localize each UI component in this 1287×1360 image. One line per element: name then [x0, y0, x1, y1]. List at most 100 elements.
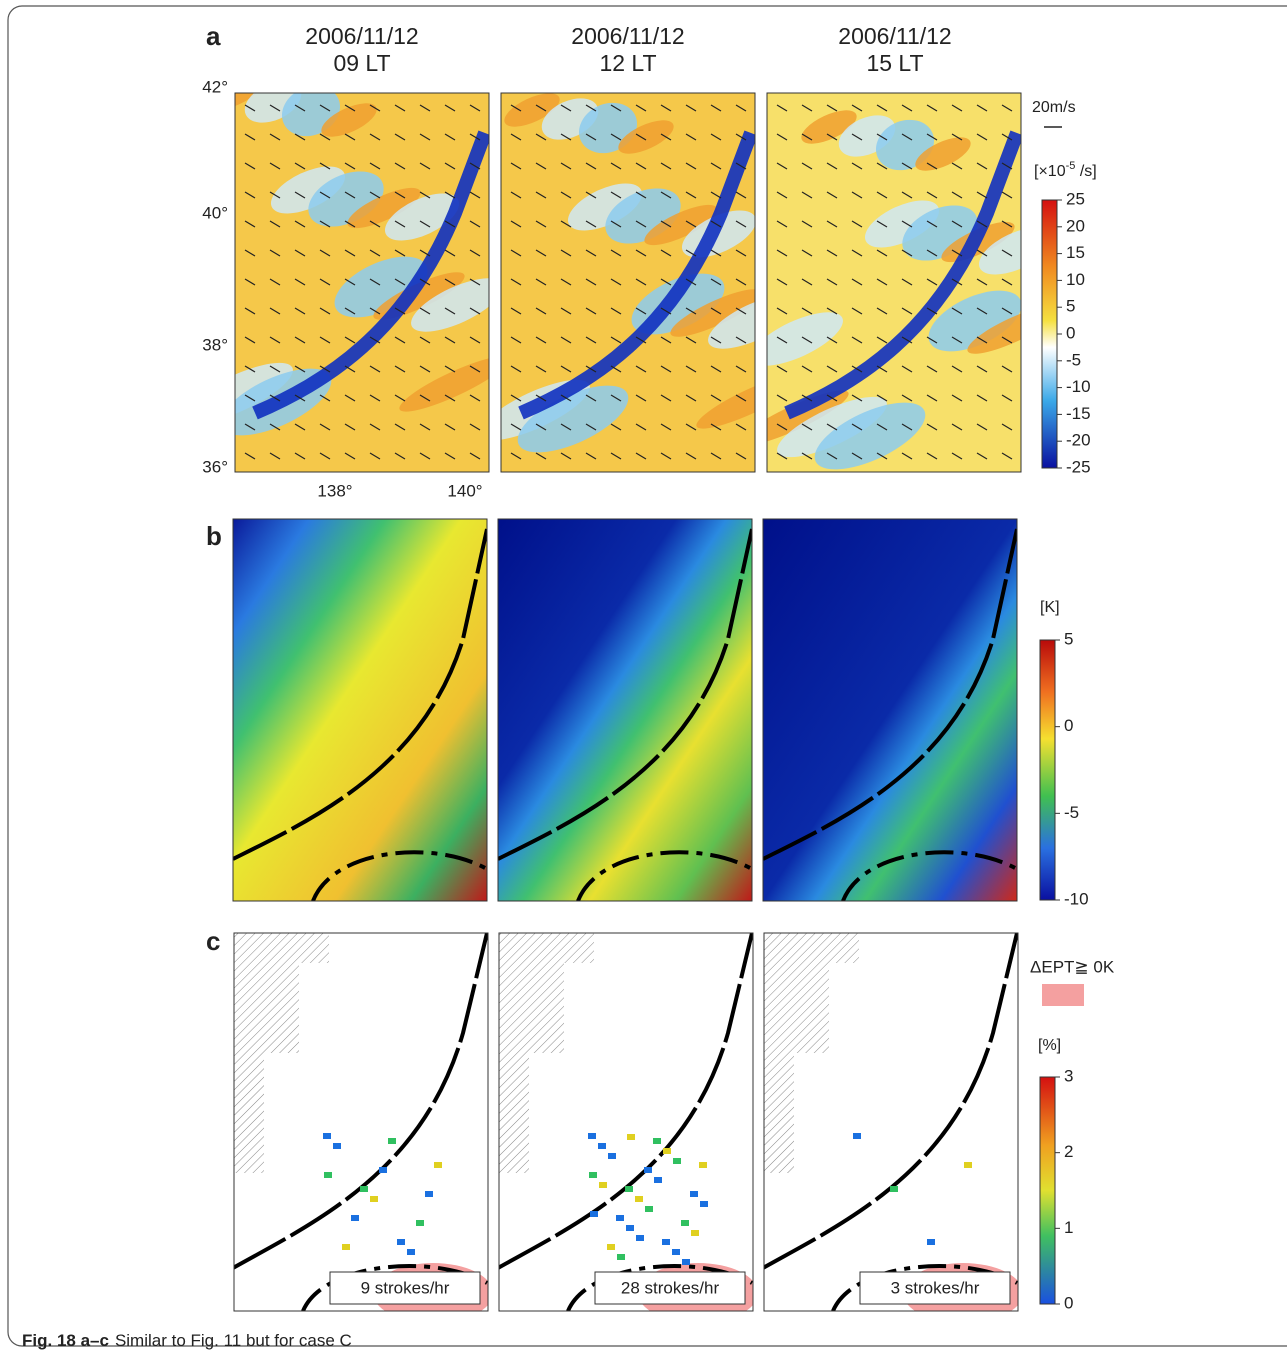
- wind-vector: [951, 162, 963, 170]
- wind-vector: [710, 394, 722, 402]
- wind-vector: [444, 365, 456, 373]
- strokes-box: [329, 1271, 481, 1305]
- wind-vector: [344, 307, 356, 315]
- blob: [814, 402, 926, 470]
- wind-vector: [585, 423, 597, 431]
- panel-label: c: [206, 926, 220, 956]
- wind-vector: [876, 191, 888, 199]
- wind-vector: [319, 307, 331, 315]
- wind-vector: [635, 423, 647, 431]
- wind-vector: [635, 220, 647, 228]
- wind-vector: [685, 365, 697, 373]
- wind-vector: [244, 278, 256, 286]
- wind-vector: [801, 394, 813, 402]
- wind-vector: [369, 365, 381, 373]
- map-border: [500, 92, 756, 473]
- wind-vector: [469, 104, 481, 112]
- wind-vector: [610, 365, 622, 373]
- wind-vector: [469, 191, 481, 199]
- wind-vector: [444, 394, 456, 402]
- wind-vector: [851, 249, 863, 257]
- wind-vector: [801, 104, 813, 112]
- lightning-cell: [635, 1196, 643, 1202]
- wind-vector: [1001, 365, 1013, 373]
- wind-vector: [901, 162, 913, 170]
- lightning-cell: [324, 1172, 332, 1178]
- wind-vector: [801, 249, 813, 257]
- wind-vector: [926, 394, 938, 402]
- wind-vector: [394, 278, 406, 286]
- front-line: [764, 933, 1018, 1270]
- wind-vector: [244, 307, 256, 315]
- blob: [270, 166, 346, 214]
- wind-vector: [901, 104, 913, 112]
- wind-vector: [1001, 394, 1013, 402]
- wind-vector: [685, 133, 697, 141]
- lightning-map: [499, 933, 753, 1311]
- wind-vector: [269, 249, 281, 257]
- wind-vector: [269, 162, 281, 170]
- wind-vector: [685, 394, 697, 402]
- caption-text: Similar to Fig. 11 but for case C: [115, 1331, 352, 1350]
- lightning-cell: [342, 1244, 350, 1250]
- wind-vector: [394, 191, 406, 199]
- wind-vector: [510, 423, 522, 431]
- wind-vector: [660, 307, 672, 315]
- colorbar-tick-label: -5: [1066, 350, 1081, 369]
- lightning-cell: [397, 1239, 405, 1245]
- wind-vector: [926, 249, 938, 257]
- wind-vector: [294, 220, 306, 228]
- colorbar-tick-label: 0: [1064, 1293, 1073, 1312]
- blob: [411, 278, 489, 332]
- strokes-box: [859, 1271, 1011, 1305]
- wind-vector: [469, 336, 481, 344]
- colorbar-tick-label: 0: [1066, 323, 1075, 342]
- wind-vector: [685, 220, 697, 228]
- wind-vector: [776, 394, 788, 402]
- front-line: [841, 850, 1017, 901]
- map-border: [233, 932, 489, 1312]
- blob: [334, 256, 428, 318]
- wind-vector: [851, 191, 863, 199]
- map-border: [234, 92, 490, 473]
- wind-vector: [635, 336, 647, 344]
- wind-vector: [776, 278, 788, 286]
- wind-vector: [951, 278, 963, 286]
- wind-vector: [776, 162, 788, 170]
- legend-text: ΔEPT≧ 0K: [1030, 957, 1115, 976]
- column-time: 15 LT: [866, 50, 923, 76]
- wind-vector: [876, 220, 888, 228]
- lightning-cell: [645, 1206, 653, 1212]
- wind-vector: [319, 104, 331, 112]
- lightning-cell: [616, 1215, 624, 1221]
- colorbar-tick-label: 0: [1064, 716, 1073, 735]
- wind-vector: [610, 278, 622, 286]
- wind-vector: [735, 162, 747, 170]
- lightning-cell: [636, 1235, 644, 1241]
- wind-vector: [469, 365, 481, 373]
- strokes-label: 3 strokes/hr: [891, 1278, 980, 1297]
- wind-vector: [685, 104, 697, 112]
- wind-vector: [851, 336, 863, 344]
- lightning-cell: [588, 1133, 596, 1139]
- map-border: [762, 518, 1018, 902]
- wind-vector: [851, 394, 863, 402]
- wind-vector: [244, 249, 256, 257]
- wind-vector: [685, 307, 697, 315]
- wind-vector: [394, 336, 406, 344]
- convergence-band: [252, 130, 489, 420]
- wind-vector: [926, 162, 938, 170]
- wind-vector: [826, 162, 838, 170]
- lightning-cell: [682, 1259, 690, 1265]
- wind-vector: [685, 452, 697, 460]
- wind-vector: [369, 336, 381, 344]
- colorbar-tick-label: -10: [1064, 889, 1089, 908]
- blob: [978, 227, 1021, 275]
- wind-vector: [535, 104, 547, 112]
- wind-vector: [826, 423, 838, 431]
- wind-vector: [610, 220, 622, 228]
- colorbar-tick-label: 10: [1066, 270, 1085, 289]
- wind-vector: [685, 191, 697, 199]
- wind-vector: [901, 133, 913, 141]
- wind-vector: [560, 162, 572, 170]
